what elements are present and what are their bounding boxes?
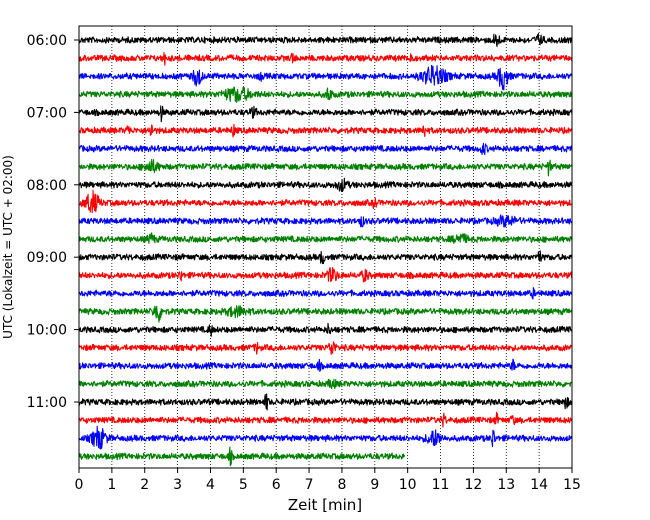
x-tick-label: 11 [432,477,450,493]
seismic-trace-line [78,64,573,91]
y-tick-label: 08:00 [27,178,67,194]
x-tick-label: 4 [206,477,215,493]
x-tick-label: 2 [140,477,149,493]
x-axis-label: Zeit [min] [288,496,362,514]
x-tick-label: 10 [399,477,417,493]
x-tick-label: 1 [107,477,116,493]
x-tick-label: 15 [563,477,581,493]
seismic-trace-line [78,123,573,138]
x-axis-ticks: 0 1 2 3 4 5 6 7 8 9 10 11 12 13 14 15 [75,468,581,493]
x-tick-label: 12 [464,477,482,493]
y-tick-label: 11:00 [27,395,67,411]
y-tick-label: 09:00 [27,250,67,266]
y-axis-label: UTC (Lokalzeit = UTC + 02:00) [1,155,15,339]
x-tick-label: 0 [75,477,84,493]
seismic-trace-line [78,177,573,193]
seismic-trace-line [78,105,573,123]
y-tick-label: 06:00 [27,33,67,49]
seismic-trace-line [78,358,573,373]
seismic-trace-line [78,266,573,283]
x-tick-label: 9 [370,477,379,493]
seismic-trace-line [78,411,573,428]
seismic-trace-line [78,142,573,156]
x-tick-label: 5 [239,477,248,493]
y-axis-ticks: 06:00 07:00 08:00 09:00 10:00 11:00 [27,33,79,411]
seismic-trace-line [78,189,573,214]
seismic-trace-line [78,86,573,103]
seismic-trace-line [78,33,573,48]
seismic-trace-line [78,378,573,390]
y-tick-label: 10:00 [27,323,67,339]
x-tick-label: 3 [173,477,182,493]
seismic-trace-line [78,446,405,467]
x-tick-label: 8 [337,477,346,493]
x-tick-label: 14 [530,477,548,493]
x-tick-label: 13 [497,477,515,493]
seismic-trace-line [78,425,573,450]
seismic-trace-line [78,305,573,323]
x-tick-label: 6 [272,477,281,493]
seismic-trace-line [78,232,573,244]
seismic-traces [78,33,573,467]
seismic-trace-line [78,158,573,177]
seismic-trace-line [78,393,573,411]
plot-frame [78,25,573,469]
seismic-trace-line [78,214,573,228]
seismic-trace-line [78,51,573,66]
seismic-trace-line [78,341,573,356]
seismic-trace-line [78,287,573,300]
y-tick-label: 07:00 [27,105,67,121]
x-tick-label: 7 [305,477,314,493]
seismic-trace-line [78,250,573,265]
seismic-trace-line [78,322,573,337]
